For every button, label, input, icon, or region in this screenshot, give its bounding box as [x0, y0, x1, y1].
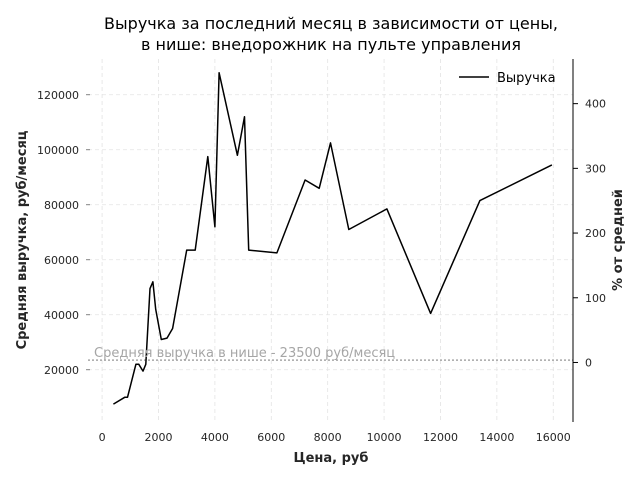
legend: Выручка: [459, 71, 556, 86]
x-axis-label: Цена, руб: [294, 451, 369, 466]
series-group: [113, 72, 553, 405]
y-tick-label: 100000: [37, 144, 79, 157]
y-tick-label: 120000: [37, 89, 79, 102]
y2-tick-label: 300: [585, 162, 606, 175]
x-tick-label: 10000: [367, 431, 402, 444]
y2-tick-label: 400: [585, 98, 606, 111]
y-axis-ticks: 20000 40000 60000 80000 100000 120000: [37, 89, 90, 377]
x-axis-ticks: 0 2000 4000 6000 8000 10000 12000 14000 16000: [99, 431, 571, 444]
y2-axis-label: % от средней: [611, 189, 626, 291]
y-tick-label: 20000: [44, 364, 79, 377]
x-tick-label: 4000: [201, 431, 229, 444]
y-tick-label: 80000: [44, 199, 79, 212]
mean-revenue-annotation: Средняя выручка в нише - 23500 руб/месяц: [94, 346, 395, 361]
x-tick-label: 6000: [257, 431, 285, 444]
x-tick-label: 0: [99, 431, 106, 444]
y-axis-label: Средняя выручка, руб/месяц: [15, 130, 30, 349]
y-tick-label: 40000: [44, 309, 79, 322]
y-tick-label: 60000: [44, 254, 79, 267]
x-tick-label: 8000: [314, 431, 342, 444]
y2-tick-label: 100: [585, 292, 606, 305]
y2-axis-ticks: 0 100 200 300 400: [573, 98, 606, 369]
series-line-revenue: [113, 72, 553, 405]
x-tick-label: 16000: [536, 431, 571, 444]
chart-title-line-2: в нише: внедорожник на пульте управления: [141, 35, 521, 54]
x-tick-label: 12000: [423, 431, 458, 444]
x-tick-label: 14000: [479, 431, 514, 444]
chart-title-line-1: Выручка за последний месяц в зависимости…: [104, 14, 558, 33]
grid: [88, 59, 573, 422]
y2-tick-label: 0: [585, 356, 592, 369]
y2-tick-label: 200: [585, 227, 606, 240]
x-tick-label: 2000: [144, 431, 172, 444]
legend-label: Выручка: [497, 71, 556, 86]
